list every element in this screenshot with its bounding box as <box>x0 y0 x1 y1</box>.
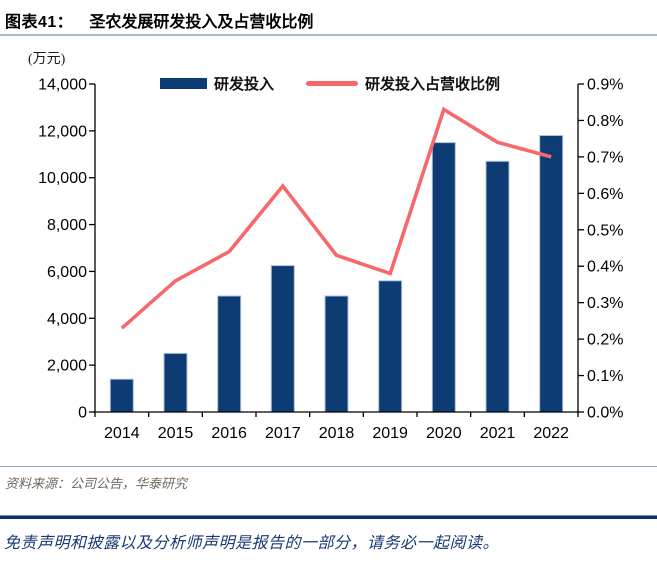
right-axis-tick-label: 0.2% <box>587 332 623 349</box>
bar-series <box>109 135 564 413</box>
left-axis-tick-label: 14,000 <box>38 77 87 94</box>
bar-2015 <box>163 352 188 413</box>
bar-2017 <box>270 265 295 413</box>
bar-2021 <box>485 160 510 413</box>
x-axis-category-label: 2017 <box>265 425 301 442</box>
bar-2018 <box>324 295 349 413</box>
right-axis-tick-label: 0.4% <box>587 259 623 276</box>
disclaimer-text: 免责声明和披露以及分析师声明是报告的一部分，请务必一起阅读。 <box>4 535 500 552</box>
bar-series-swatch-icon <box>160 78 207 89</box>
chart-legend: 研发投入 研发投入占营收比例 <box>160 73 500 94</box>
legend-item-line-series: 研发投入占营收比例 <box>306 73 500 94</box>
right-axis-tick-label: 0.3% <box>587 295 623 312</box>
legend-item-bar-series: 研发投入 <box>160 73 274 94</box>
line-series-swatch-icon <box>306 81 359 86</box>
right-axis-tick-label: 0.7% <box>587 149 623 166</box>
ratio-line <box>120 106 552 330</box>
left-axis-tick-label: 10,000 <box>38 170 87 187</box>
right-axis-tick-label: 0.5% <box>587 222 623 239</box>
bar-2019 <box>378 280 403 413</box>
line-series <box>120 106 552 330</box>
source-divider <box>0 466 657 467</box>
x-axis-category-label: 2018 <box>319 425 355 442</box>
bar-2016 <box>217 295 242 413</box>
x-axis-category-label: 2020 <box>426 425 462 442</box>
bar-2014 <box>109 378 134 413</box>
legend-label-line: 研发投入占营收比例 <box>365 76 501 93</box>
right-axis-tick-label: 0.6% <box>587 186 623 203</box>
footer-divider <box>0 515 657 519</box>
source-note: 资料来源：公司公告，华泰研究 <box>5 476 188 491</box>
axes <box>89 83 584 417</box>
right-axis-tick-label: 0.9% <box>587 77 623 94</box>
right-axis-tick-label: 0.0% <box>587 405 623 422</box>
right-axis-tick-label: 0.8% <box>587 113 623 130</box>
legend-label-bar: 研发投入 <box>214 76 275 93</box>
left-axis-tick-label: 2,000 <box>47 358 87 375</box>
left-axis-tick-label: 8,000 <box>47 217 87 234</box>
bar-2020 <box>431 142 456 413</box>
page-title: 圣农发展研发投入及占营收比例 <box>89 14 314 31</box>
x-axis-category-label: 2019 <box>372 425 408 442</box>
combo-chart-plot: 0 2,000 4,000 6,000 8,000 10,000 12,000 14,000 0… <box>38 77 623 443</box>
title-divider <box>0 34 657 36</box>
axis-tick-labels: 0 2,000 4,000 6,000 8,000 10,000 12,000 14,000 0… <box>38 77 623 443</box>
x-axis-category-label: 2015 <box>158 425 194 442</box>
chart-header: 图表41： 圣农发展研发投入及占营收比例 <box>5 8 313 32</box>
left-axis-tick-label: 4,000 <box>47 311 87 328</box>
x-axis-category-label: 2014 <box>104 425 140 442</box>
left-axis-unit-label: (万元) <box>28 52 66 67</box>
left-axis-tick-label: 0 <box>78 405 87 422</box>
right-axis-tick-label: 0.1% <box>587 368 623 385</box>
left-axis-tick-label: 12,000 <box>38 123 87 140</box>
figure-number-label: 图表41： <box>5 14 74 31</box>
left-axis-tick-label: 6,000 <box>47 264 87 281</box>
x-axis-category-label: 2016 <box>211 425 247 442</box>
bar-2022 <box>539 135 564 413</box>
x-axis-category-label: 2021 <box>480 425 516 442</box>
x-axis-category-label: 2022 <box>533 425 569 442</box>
